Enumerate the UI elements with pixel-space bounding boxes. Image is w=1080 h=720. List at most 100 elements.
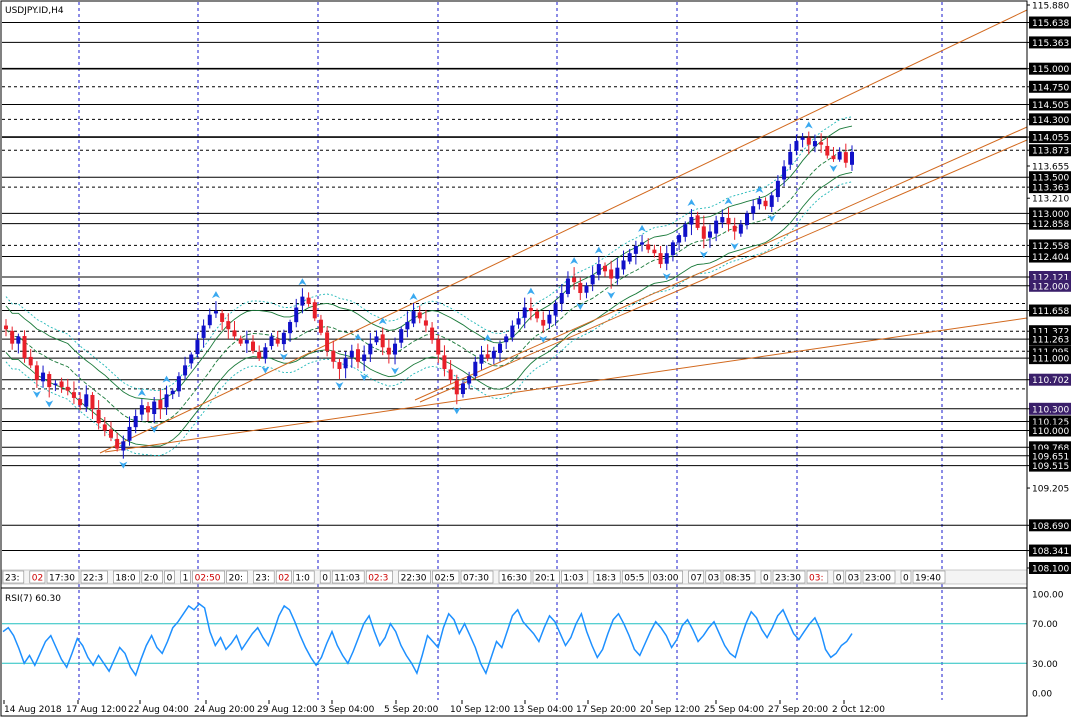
strip-label: 08:35 bbox=[725, 574, 751, 584]
strip-label: 0 bbox=[903, 574, 909, 584]
candle-body bbox=[78, 399, 83, 406]
candle-body bbox=[473, 361, 478, 377]
up-arrow-icon bbox=[687, 199, 696, 207]
time-label: 29 Aug 12:00 bbox=[257, 705, 318, 715]
strip-cell bbox=[293, 570, 315, 584]
price-label-box bbox=[1029, 459, 1071, 472]
candle-body bbox=[331, 350, 336, 362]
strip-label: 11:03 bbox=[334, 574, 360, 584]
price-label: 108.100 bbox=[1032, 565, 1069, 575]
price-label-box bbox=[1029, 544, 1071, 557]
candle-body bbox=[800, 137, 805, 140]
trendline bbox=[104, 317, 1028, 453]
candle-body bbox=[102, 424, 107, 431]
down-arrow-icon bbox=[699, 251, 708, 259]
candle-body bbox=[417, 312, 422, 319]
strip-label: 23:30 bbox=[775, 574, 801, 584]
candle-body bbox=[201, 325, 206, 338]
rsi-line bbox=[2, 602, 853, 677]
candle-body bbox=[238, 338, 243, 344]
time-label: 2 Oct 12:00 bbox=[832, 705, 885, 715]
strip-cell bbox=[29, 570, 46, 584]
time-label: 24 Aug 20:00 bbox=[194, 705, 255, 715]
price-label: 115.000 bbox=[1032, 65, 1069, 75]
candle-body bbox=[170, 390, 175, 395]
price-label: 108.341 bbox=[1032, 547, 1069, 557]
candle-body bbox=[349, 350, 354, 358]
price-label: 115.880 bbox=[1032, 2, 1069, 12]
candle-body bbox=[244, 340, 249, 344]
candle-body bbox=[553, 303, 558, 316]
strip-label: 03:00 bbox=[653, 574, 679, 584]
candle-body bbox=[621, 260, 626, 270]
candle-body bbox=[541, 319, 546, 326]
price-label-box bbox=[1029, 352, 1071, 365]
up-arrow-icon bbox=[137, 389, 146, 397]
candle-body bbox=[146, 406, 151, 413]
strip-label: 23: bbox=[5, 574, 19, 584]
price-label-box bbox=[1029, 279, 1071, 292]
candle-body bbox=[745, 213, 750, 226]
candle-body bbox=[775, 180, 780, 198]
up-arrow-icon bbox=[378, 317, 387, 325]
price-label-box bbox=[1029, 207, 1071, 220]
candle-body bbox=[115, 438, 120, 449]
up-arrow-icon bbox=[724, 197, 733, 205]
candle-body bbox=[640, 242, 645, 245]
price-label: 113.873 bbox=[1032, 147, 1069, 157]
strip-cell bbox=[319, 570, 331, 584]
candle-body bbox=[423, 320, 428, 326]
price-label: 111.372 bbox=[1032, 328, 1069, 338]
time-label: 13 Sep 04:00 bbox=[513, 705, 573, 715]
strip-cell bbox=[180, 570, 191, 584]
candle-body bbox=[695, 215, 700, 228]
strip-cell bbox=[141, 570, 163, 584]
candle-body bbox=[819, 142, 824, 145]
candle-body bbox=[127, 426, 132, 441]
up-arrow-icon bbox=[353, 333, 362, 341]
candle-body bbox=[751, 206, 756, 214]
window-title: USDJPY.ID,H4 bbox=[5, 6, 64, 16]
price-label: 114.055 bbox=[1032, 134, 1069, 144]
price-label: 108.690 bbox=[1032, 522, 1069, 532]
down-arrow-icon bbox=[730, 242, 739, 250]
price-label: 113.000 bbox=[1032, 210, 1069, 220]
candle-body bbox=[491, 350, 496, 359]
strip-cell bbox=[912, 570, 946, 584]
rsi-panel[interactable]: 100.00 70.00 30.00 0.00 RSI(7) 60.30 bbox=[1, 587, 1064, 700]
strip-label: 05:5 bbox=[624, 574, 644, 584]
up-arrow-icon bbox=[638, 224, 647, 232]
candle-body bbox=[53, 383, 58, 386]
price-label: 113.210 bbox=[1032, 195, 1069, 205]
rsi-title: RSI(7) 60.30 bbox=[5, 594, 61, 604]
time-label: 22 Aug 04:00 bbox=[128, 705, 189, 715]
candle-body bbox=[843, 152, 848, 163]
price-label-box bbox=[1029, 80, 1071, 93]
strip-cell bbox=[688, 570, 705, 584]
time-label: 3 Sep 04:00 bbox=[320, 705, 375, 715]
candle-body bbox=[207, 314, 212, 326]
candle-body bbox=[516, 318, 521, 325]
down-arrow-icon bbox=[32, 390, 41, 398]
strip-label: 20: bbox=[229, 574, 243, 584]
price-label-box bbox=[1029, 239, 1071, 252]
candle-body bbox=[263, 347, 268, 359]
strip-cell bbox=[331, 570, 365, 584]
price-label-box bbox=[1029, 98, 1071, 111]
lower-band bbox=[5, 171, 853, 447]
candle-body bbox=[269, 336, 274, 347]
candle-body bbox=[689, 217, 694, 225]
candle-body bbox=[763, 200, 768, 207]
candle-body bbox=[34, 365, 39, 380]
trendline bbox=[419, 139, 1028, 403]
price-label: 111.000 bbox=[1032, 355, 1069, 365]
candle-body bbox=[812, 141, 817, 147]
candle-body bbox=[16, 336, 21, 344]
down-arrow-icon bbox=[261, 366, 270, 374]
strip-label: 1:0 bbox=[295, 574, 310, 584]
strip-cell bbox=[192, 570, 225, 584]
candle-body bbox=[442, 355, 447, 369]
strip-cell bbox=[164, 570, 175, 584]
candle-body bbox=[96, 409, 101, 424]
